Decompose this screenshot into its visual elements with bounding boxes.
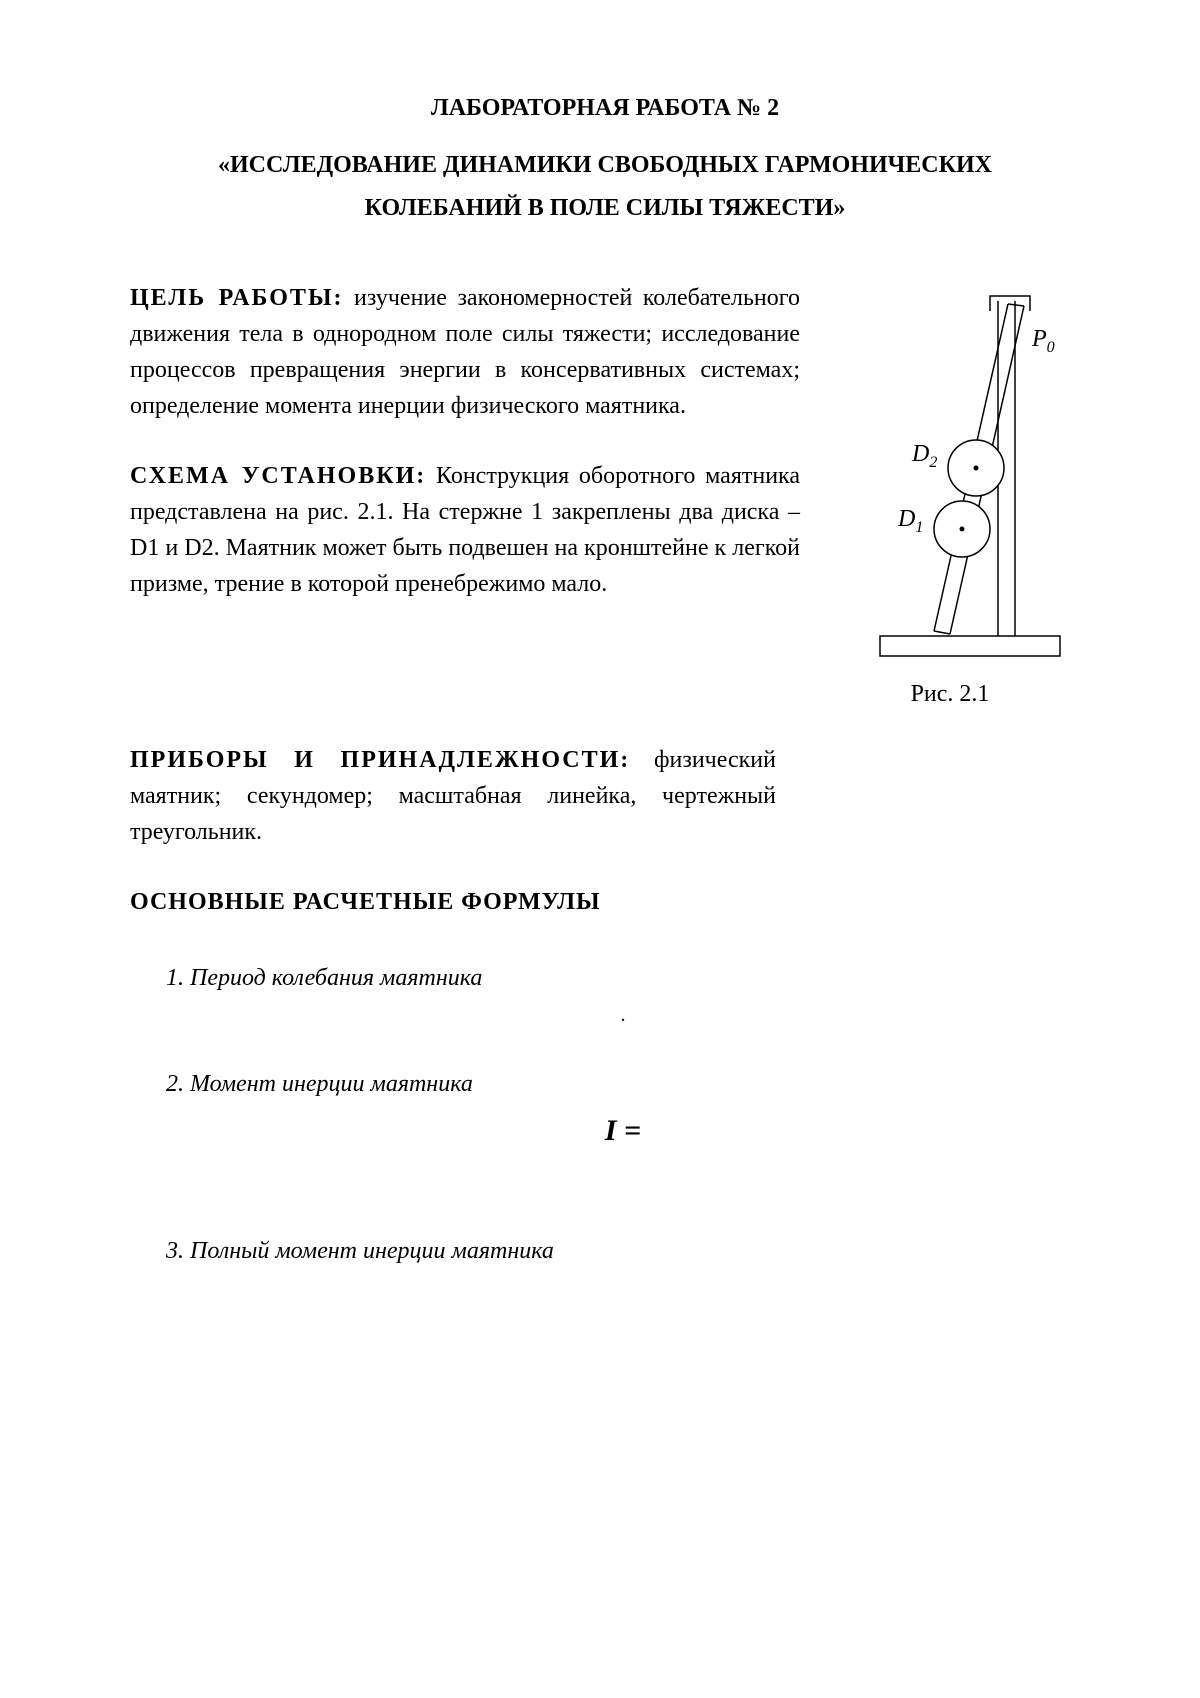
disk-d2-center: [974, 466, 979, 471]
lab-title-line1: «ИССЛЕДОВАНИЕ ДИНАМИКИ СВОБОДНЫХ ГАРМОНИ…: [218, 152, 992, 178]
formula-item-2: 2. Момент инерции маятника I =: [166, 1066, 1080, 1153]
content-row: ЦЕЛЬ РАБОТЫ: изучение закономерностей ко…: [130, 280, 1080, 712]
lab-number: ЛАБОРАТОРНАЯ РАБОТА № 2: [130, 90, 1080, 126]
formula-1-dot: .: [166, 1000, 1080, 1030]
formula-2-text: Момент инерции маятника: [190, 1071, 473, 1097]
lab-title: «ИССЛЕДОВАНИЕ ДИНАМИКИ СВОБОДНЫХ ГАРМОНИ…: [130, 144, 1080, 230]
figure-caption: Рис. 2.1: [820, 676, 1080, 712]
label-d2: D2: [911, 441, 937, 471]
lab-title-line2: КОЛЕБАНИЙ В ПОЛЕ СИЛЫ ТЯЖЕСТИ»: [365, 195, 846, 221]
figure-column: P0 D2 D1 Рис. 2.1: [820, 280, 1080, 712]
formula-list: 1. Период колебания маятника . 2. Момент…: [130, 960, 1080, 1269]
rod-top-cap: [1008, 304, 1024, 306]
scheme-section: СХЕМА УСТАНОВКИ: Конструкция оборотного …: [130, 458, 800, 602]
goal-section: ЦЕЛЬ РАБОТЫ: изучение закономерностей ко…: [130, 280, 800, 424]
formula-item-3: 3. Полный момент инерции маятника: [166, 1233, 1080, 1269]
formula-3-text: Полный момент инерции маятника: [190, 1238, 554, 1264]
formula-item-1: 1. Период колебания маятника .: [166, 960, 1080, 1030]
rod-bottom-cap: [934, 631, 950, 634]
formulas-heading: ОСНОВНЫЕ РАСЧЕТНЫЕ ФОРМУЛЫ: [130, 884, 1080, 920]
formula-2-eq: I =: [166, 1108, 1080, 1153]
text-column: ЦЕЛЬ РАБОТЫ: изучение закономерностей ко…: [130, 280, 800, 636]
label-p0: P0: [1031, 326, 1055, 356]
pendulum-diagram: P0 D2 D1: [830, 286, 1070, 666]
devices-section: ПРИБОРЫ И ПРИНАДЛЕЖНОСТИ: физический мая…: [130, 742, 776, 850]
scheme-label: СХЕМА УСТАНОВКИ:: [130, 463, 426, 489]
page-header: ЛАБОРАТОРНАЯ РАБОТА № 2 «ИССЛЕДОВАНИЕ ДИ…: [130, 90, 1080, 230]
goal-label: ЦЕЛЬ РАБОТЫ:: [130, 285, 344, 311]
devices-label: ПРИБОРЫ И ПРИНАДЛЕЖНОСТИ:: [130, 747, 630, 773]
label-d1: D1: [897, 506, 923, 536]
formula-1-num: 1.: [166, 965, 184, 991]
disk-d1-center: [960, 527, 965, 532]
formula-2-num: 2.: [166, 1071, 184, 1097]
formula-3-num: 3.: [166, 1238, 184, 1264]
base-rect: [880, 636, 1060, 656]
formula-1-text: Период колебания маятника: [190, 965, 482, 991]
